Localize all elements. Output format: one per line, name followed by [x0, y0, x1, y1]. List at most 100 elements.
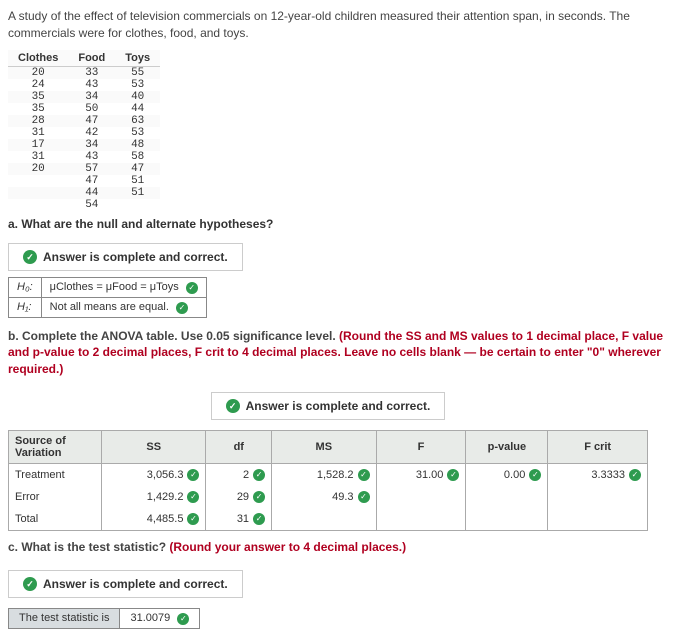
check-icon: ✓ — [187, 513, 199, 525]
stat-value: 31.0079 — [130, 612, 170, 624]
check-icon: ✓ — [358, 469, 370, 481]
stat-label: The test statistic is — [9, 608, 120, 628]
anova-cell: 1,429.2✓ — [102, 486, 206, 508]
data-cell: 53 — [115, 127, 160, 139]
anova-header: p-value — [466, 430, 548, 463]
anova-cell: 29✓ — [206, 486, 272, 508]
data-cell: 33 — [68, 66, 115, 79]
anova-cell: 49.3✓ — [272, 486, 376, 508]
data-cell — [115, 199, 160, 211]
check-icon: ✓ — [253, 469, 265, 481]
data-cell: 35 — [8, 103, 68, 115]
data-cell: 34 — [68, 139, 115, 151]
anova-cell: 3.3333✓ — [548, 463, 648, 486]
check-icon: ✓ — [447, 469, 459, 481]
data-cell: 17 — [8, 139, 68, 151]
check-icon: ✓ — [177, 613, 189, 625]
data-cell: 47 — [68, 175, 115, 187]
correct-banner-a: ✓ Answer is complete and correct. — [8, 243, 243, 271]
data-cell: 42 — [68, 127, 115, 139]
question-a: a. What are the null and alternate hypot… — [8, 217, 674, 231]
h0-value-cell: μClothes = μFood = μToys ✓ — [41, 277, 206, 297]
anova-row-label: Treatment — [9, 463, 102, 486]
banner-text: Answer is complete and correct. — [43, 250, 228, 264]
raw-data-table: ClothesFoodToys 203355244353353440355044… — [8, 50, 160, 211]
data-cell: 31 — [8, 127, 68, 139]
data-cell — [8, 199, 68, 211]
anova-cell: 0.00✓ — [466, 463, 548, 486]
anova-header: SS — [102, 430, 206, 463]
data-col-header: Food — [68, 50, 115, 67]
h1-value: Not all means are equal. — [50, 301, 169, 313]
check-icon: ✓ — [23, 250, 37, 264]
data-cell — [8, 175, 68, 187]
check-icon: ✓ — [23, 577, 37, 591]
data-cell: 55 — [115, 66, 160, 79]
data-cell: 48 — [115, 139, 160, 151]
data-cell: 54 — [68, 199, 115, 211]
anova-row-label: Total — [9, 508, 102, 531]
h0-value: μClothes = μFood = μToys — [50, 281, 179, 293]
check-icon: ✓ — [226, 399, 240, 413]
anova-header: df — [206, 430, 272, 463]
data-cell — [8, 187, 68, 199]
correct-banner-c: ✓ Answer is complete and correct. — [8, 570, 243, 598]
anova-cell — [272, 508, 376, 531]
data-cell: 47 — [68, 115, 115, 127]
data-cell: 57 — [68, 163, 115, 175]
data-cell: 28 — [8, 115, 68, 127]
anova-cell: 2✓ — [206, 463, 272, 486]
anova-cell: 3,056.3✓ — [102, 463, 206, 486]
check-icon: ✓ — [187, 491, 199, 503]
anova-header: F crit — [548, 430, 648, 463]
anova-cell — [376, 486, 466, 508]
hypothesis-table: H₀: μClothes = μFood = μToys ✓ H₁: Not a… — [8, 277, 207, 318]
anova-row-label: Error — [9, 486, 102, 508]
anova-cell — [466, 508, 548, 531]
data-cell: 63 — [115, 115, 160, 127]
correct-banner-b: ✓ Answer is complete and correct. — [211, 392, 446, 420]
anova-cell — [376, 508, 466, 531]
data-cell: 35 — [8, 91, 68, 103]
stat-value-cell: 31.0079 ✓ — [120, 608, 200, 628]
data-cell: 51 — [115, 187, 160, 199]
check-icon: ✓ — [253, 513, 265, 525]
check-icon: ✓ — [629, 469, 641, 481]
anova-cell — [548, 508, 648, 531]
data-cell: 40 — [115, 91, 160, 103]
anova-cell: 4,485.5✓ — [102, 508, 206, 531]
intro-text: A study of the effect of television comm… — [8, 8, 674, 42]
data-cell: 53 — [115, 79, 160, 91]
h0-label: H₀: — [9, 277, 42, 297]
data-cell: 31 — [8, 151, 68, 163]
check-icon: ✓ — [358, 491, 370, 503]
data-cell: 20 — [8, 163, 68, 175]
data-cell: 58 — [115, 151, 160, 163]
data-cell: 43 — [68, 79, 115, 91]
data-cell: 34 — [68, 91, 115, 103]
anova-cell: 31✓ — [206, 508, 272, 531]
data-cell: 44 — [68, 187, 115, 199]
data-col-header: Toys — [115, 50, 160, 67]
check-icon: ✓ — [529, 469, 541, 481]
check-icon: ✓ — [176, 302, 188, 314]
data-cell: 43 — [68, 151, 115, 163]
question-b: b. Complete the ANOVA table. Use 0.05 si… — [8, 328, 674, 378]
anova-header: Source of Variation — [9, 430, 102, 463]
anova-header: F — [376, 430, 466, 463]
anova-header: MS — [272, 430, 376, 463]
question-c: c. What is the test statistic? (Round yo… — [8, 539, 674, 556]
data-cell: 24 — [8, 79, 68, 91]
h1-label: H₁: — [9, 297, 42, 317]
banner-text: Answer is complete and correct. — [43, 577, 228, 591]
anova-table: Source of VariationSSdfMSFp-valueF crit … — [8, 430, 648, 531]
qb-prefix: b. Complete the ANOVA table. Use 0.05 si… — [8, 329, 339, 343]
data-cell: 50 — [68, 103, 115, 115]
data-cell: 47 — [115, 163, 160, 175]
data-cell: 51 — [115, 175, 160, 187]
data-col-header: Clothes — [8, 50, 68, 67]
anova-cell: 1,528.2✓ — [272, 463, 376, 486]
anova-cell — [466, 486, 548, 508]
check-icon: ✓ — [186, 282, 198, 294]
banner-text: Answer is complete and correct. — [246, 399, 431, 413]
